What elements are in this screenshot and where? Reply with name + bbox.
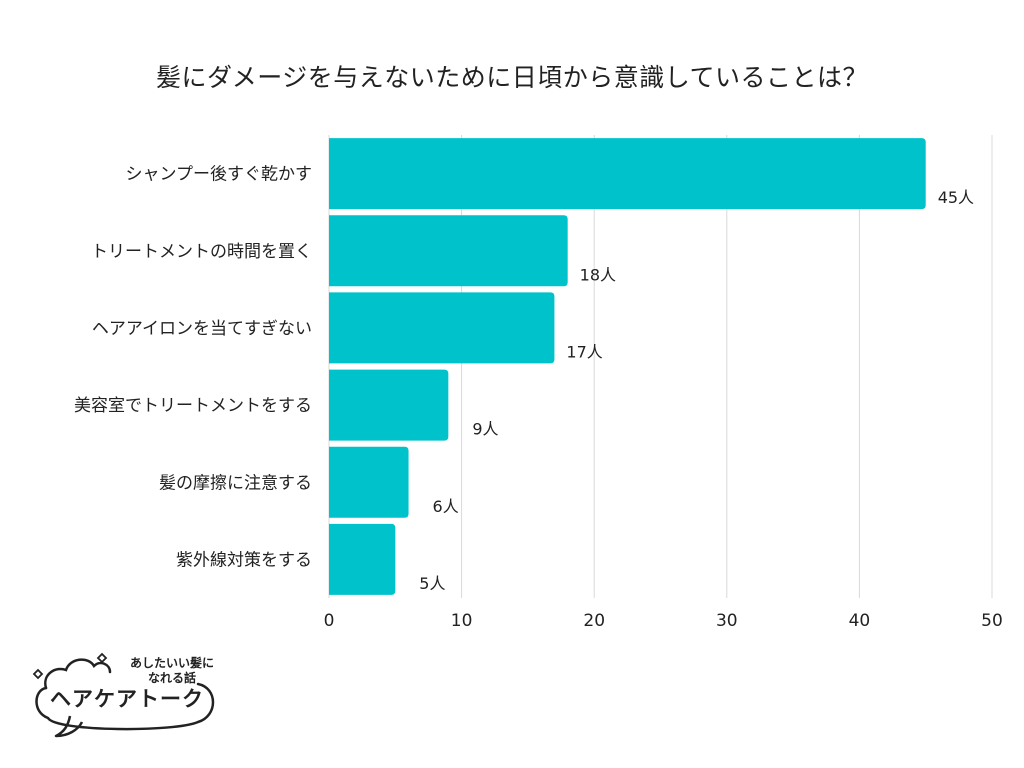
bar xyxy=(329,138,926,210)
value-label: 18人 xyxy=(580,265,616,284)
value-label: 6人 xyxy=(433,497,459,516)
category-label: 紫外線対策をする xyxy=(176,550,312,570)
x-axis-ticks: 0 10 20 30 40 50 xyxy=(324,611,1003,631)
bar xyxy=(329,369,449,441)
bar xyxy=(329,215,568,287)
x-tick-label: 30 xyxy=(716,611,738,631)
category-label: シャンプー後すぐ乾かす xyxy=(126,165,313,185)
value-label: 17人 xyxy=(566,342,602,361)
logo-tagline-line2: なれる話 xyxy=(147,671,196,685)
bar xyxy=(329,292,555,364)
logo-tagline: あしたいい髪に なれる話 xyxy=(117,656,227,686)
category-label: 髪の摩擦に注意する xyxy=(159,473,312,493)
bar xyxy=(329,446,409,518)
logo-name: ヘアケアトーク xyxy=(50,687,204,711)
value-label: 45人 xyxy=(938,188,974,207)
value-label: 5人 xyxy=(419,574,445,593)
value-label: 9人 xyxy=(472,420,498,439)
bar xyxy=(329,523,396,595)
logo-bubble-icon xyxy=(32,652,215,738)
bar-chart: シャンプー後すぐ乾かすトリートメントの時間を置くヘアアイロンを当てすぎない美容室… xyxy=(74,135,1003,631)
x-tick-label: 40 xyxy=(849,611,871,631)
chart-title: 髪にダメージを与えないために日頃から意識していることは？ xyxy=(155,63,868,92)
value-labels: 45人 18人 17人 9人 6人 5人 xyxy=(419,188,974,593)
x-tick-label: 20 xyxy=(583,611,605,631)
category-label: 美容室でトリートメントをする xyxy=(74,396,312,416)
x-tick-label: 50 xyxy=(981,611,1003,631)
category-label: ヘアアイロンを当てすぎない xyxy=(92,319,312,339)
gridlines xyxy=(328,135,993,598)
category-labels: シャンプー後すぐ乾かすトリートメントの時間を置くヘアアイロンを当てすぎない美容室… xyxy=(74,165,312,571)
bars xyxy=(329,138,926,595)
x-tick-label: 0 xyxy=(324,611,335,631)
category-label: トリートメントの時間を置く xyxy=(91,242,312,262)
logo-tagline-line1: あしたいい髪に xyxy=(129,656,214,670)
x-tick-label: 10 xyxy=(451,611,473,631)
